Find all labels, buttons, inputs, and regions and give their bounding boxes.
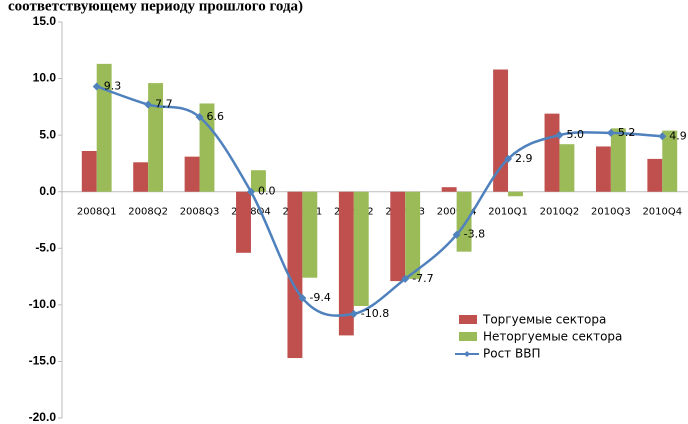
bar bbox=[302, 191, 318, 278]
data-label: -3.8 bbox=[464, 228, 485, 241]
y-tick-label: -10.0 bbox=[29, 297, 57, 311]
marker bbox=[92, 82, 101, 91]
legend-symbol bbox=[459, 332, 477, 341]
legend-label: Неторгуемые сектора bbox=[483, 330, 622, 344]
bar bbox=[662, 130, 678, 192]
legend-label: Торгуемые сектора bbox=[482, 313, 606, 327]
y-tick-label: 15.0 bbox=[33, 14, 57, 28]
x-tick-label: 2008Q1 bbox=[77, 207, 117, 218]
bar bbox=[199, 103, 215, 192]
marker bbox=[246, 187, 255, 196]
marker bbox=[298, 294, 307, 303]
legend-symbol bbox=[464, 351, 470, 357]
marker bbox=[452, 230, 461, 239]
marker bbox=[349, 309, 358, 318]
bar bbox=[441, 187, 457, 192]
bar bbox=[338, 191, 354, 336]
bar bbox=[544, 113, 560, 192]
data-label: -9.4 bbox=[309, 291, 330, 304]
bar bbox=[559, 144, 575, 192]
y-tick-label: -15.0 bbox=[29, 354, 57, 368]
data-label: 5.2 bbox=[618, 126, 636, 139]
bar bbox=[353, 191, 369, 306]
marker bbox=[504, 154, 513, 163]
bar bbox=[390, 191, 406, 282]
x-tick-label: 2008Q3 bbox=[180, 207, 220, 218]
x-tick-label: 2010Q2 bbox=[540, 207, 580, 218]
chart-title: соответствующему периоду прошлого года) bbox=[8, 0, 303, 14]
marker bbox=[658, 132, 667, 141]
bar bbox=[236, 191, 251, 253]
data-label: 5.0 bbox=[566, 128, 584, 141]
y-tick-label: 5.0 bbox=[39, 127, 56, 141]
bar bbox=[81, 150, 97, 192]
marker bbox=[195, 113, 204, 122]
x-tick-label: 2010Q1 bbox=[488, 207, 528, 218]
data-label: 2.9 bbox=[515, 152, 533, 165]
bar bbox=[595, 146, 611, 192]
legend-symbol bbox=[459, 315, 477, 324]
x-tick-label: 2010Q3 bbox=[591, 207, 631, 218]
bar bbox=[610, 128, 626, 192]
bar bbox=[250, 170, 266, 192]
y-tick-label: -20.0 bbox=[29, 410, 57, 424]
x-tick-label: 2008Q2 bbox=[128, 207, 168, 218]
data-label: -10.8 bbox=[361, 307, 389, 320]
marker bbox=[144, 100, 153, 109]
line bbox=[96, 85, 663, 317]
marker bbox=[555, 131, 564, 140]
bar bbox=[148, 83, 164, 192]
bar bbox=[405, 191, 421, 279]
marker bbox=[606, 128, 615, 137]
bar bbox=[184, 156, 200, 192]
data-label: 4.9 bbox=[669, 129, 687, 142]
marker bbox=[401, 274, 410, 283]
y-tick-label: 10.0 bbox=[33, 71, 57, 85]
x-tick-label: 2010Q4 bbox=[642, 207, 682, 218]
data-label: 6.6 bbox=[207, 110, 225, 123]
y-tick-label: -5.0 bbox=[35, 240, 56, 254]
data-label: 9.3 bbox=[104, 79, 122, 92]
bar bbox=[456, 191, 472, 252]
x-tick-label: 2008Q4 bbox=[231, 207, 271, 218]
bar bbox=[133, 162, 149, 192]
bar bbox=[508, 191, 523, 197]
bar bbox=[287, 191, 303, 359]
legend-label: Рост ВВП bbox=[483, 347, 540, 361]
bar bbox=[647, 158, 663, 192]
data-label: 7.7 bbox=[155, 98, 173, 111]
data-label: 0.0 bbox=[258, 185, 276, 198]
y-tick-label: 0.0 bbox=[39, 184, 56, 198]
bar bbox=[96, 63, 112, 192]
data-label: -7.7 bbox=[412, 272, 433, 285]
